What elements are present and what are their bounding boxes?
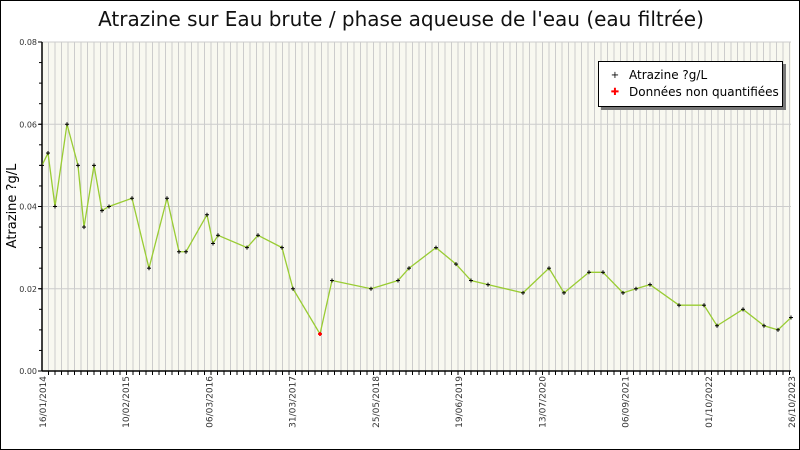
legend-label: Atrazine ?g/L: [629, 68, 708, 82]
legend: + Atrazine ?g/L ✚ Données non quantifiée…: [598, 61, 783, 107]
svg-text:25/05/2018: 25/05/2018: [372, 376, 382, 428]
legend-label: Données non quantifiées: [629, 85, 779, 99]
legend-item-atrazine: + Atrazine ?g/L: [607, 68, 707, 82]
svg-text:01/10/2022: 01/10/2022: [705, 376, 715, 428]
legend-item-non-quantified: ✚ Données non quantifiées: [607, 85, 779, 99]
svg-text:26/10/2023: 26/10/2023: [788, 376, 798, 428]
chart-title: Atrazine sur Eau brute / phase aqueuse d…: [98, 7, 704, 31]
svg-text:06/03/2016: 06/03/2016: [205, 376, 215, 428]
svg-text:0.00: 0.00: [19, 367, 37, 376]
svg-text:0.04: 0.04: [19, 203, 37, 212]
line-marker-icon: +: [610, 69, 620, 81]
svg-text:13/07/2020: 13/07/2020: [538, 376, 548, 428]
svg-text:31/03/2017: 31/03/2017: [289, 376, 299, 428]
red-marker-icon: ✚: [610, 86, 620, 98]
svg-text:19/06/2019: 19/06/2019: [455, 376, 465, 428]
svg-text:0.06: 0.06: [19, 120, 37, 129]
svg-text:06/09/2021: 06/09/2021: [622, 376, 632, 428]
svg-text:0.08: 0.08: [19, 38, 37, 47]
svg-text:0.02: 0.02: [19, 285, 37, 294]
svg-text:10/02/2015: 10/02/2015: [122, 376, 132, 428]
svg-text:16/01/2014: 16/01/2014: [39, 376, 49, 428]
